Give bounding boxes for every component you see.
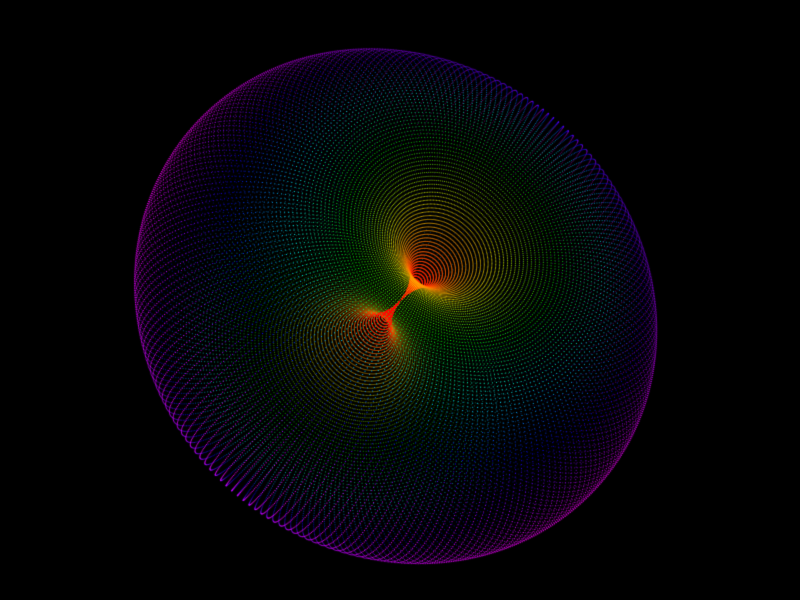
parametric-torus-canvas — [0, 0, 800, 600]
